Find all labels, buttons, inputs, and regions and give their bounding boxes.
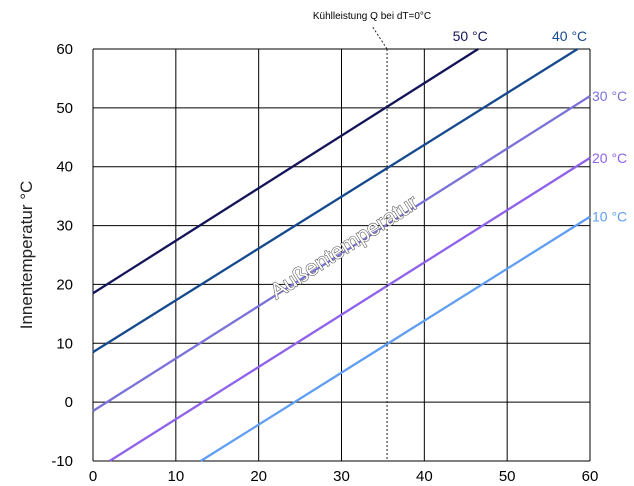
y-tick-label: 60	[56, 41, 73, 58]
y-tick-label: 40	[56, 159, 73, 176]
series-line	[108, 156, 591, 462]
outside-temperature-label: Außentemperatur	[265, 190, 422, 304]
cooling-capacity-annotation: Kühlleistung Q bei dT=0°C	[313, 11, 431, 22]
y-tick-label: 0	[65, 394, 73, 411]
series-labels: 50 °C 40 °C 30 °C 20 °C 10 °C	[453, 28, 628, 225]
x-tick-label: 20	[250, 468, 267, 485]
grid	[92, 48, 591, 462]
y-tick-label: 50	[56, 100, 73, 117]
series-label: 20 °C	[592, 150, 627, 166]
tick-labels: 0 10 20 30 40 50 60 -10 0 10 20 30 40 50 60	[51, 41, 598, 485]
x-tick-label: 50	[499, 468, 516, 485]
series-label: 10 °C	[592, 209, 627, 225]
y-tick-label: 10	[56, 335, 73, 352]
y-tick-label: -10	[51, 453, 73, 470]
x-tick-label: 40	[416, 468, 433, 485]
x-tick-label: 30	[333, 468, 350, 485]
series-label: 40 °C	[552, 28, 587, 44]
y-tick-label: 30	[56, 218, 73, 235]
x-tick-label: 10	[167, 468, 184, 485]
x-tick-label: 0	[89, 468, 97, 485]
series-line	[92, 95, 591, 412]
series-lines	[92, 48, 591, 462]
y-axis-title: Innentemperatur °C	[17, 181, 36, 330]
series-label: 50 °C	[453, 28, 488, 44]
x-tick-label: 60	[582, 468, 599, 485]
vertical-marker	[371, 25, 388, 461]
series-line	[92, 48, 479, 295]
y-tick-label: 20	[56, 276, 73, 293]
series-line	[92, 48, 579, 354]
series-label: 30 °C	[592, 88, 627, 104]
annotation-leader	[371, 25, 388, 50]
series-line	[200, 215, 591, 462]
